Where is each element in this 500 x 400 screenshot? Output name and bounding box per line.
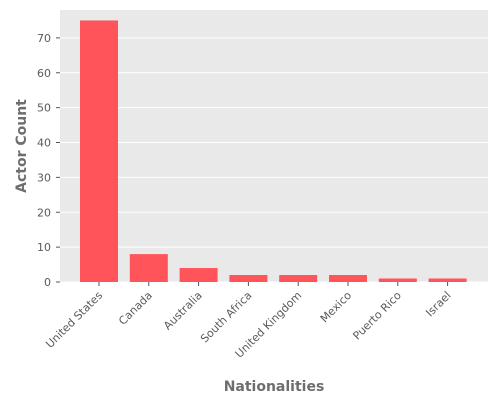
bar-puerto-rico — [379, 279, 417, 282]
y-tick-label: 10 — [37, 241, 51, 254]
x-tick-label: Australia — [161, 289, 205, 333]
x-tick-label: United States — [43, 289, 105, 351]
bar-united-states — [80, 20, 118, 282]
y-tick-label: 0 — [44, 276, 51, 289]
bar-israel — [429, 279, 467, 282]
bar-united-kingdom — [279, 275, 317, 282]
x-axis-title: Nationalities — [224, 379, 325, 395]
bar-south-africa — [229, 275, 267, 282]
y-tick-label: 20 — [37, 206, 51, 219]
y-axis-title: Actor Count — [14, 99, 30, 193]
y-tick-label: 30 — [37, 171, 51, 184]
bar-canada — [130, 254, 168, 282]
bar-mexico — [329, 275, 367, 282]
x-tick-label: Puerto Rico — [350, 289, 404, 343]
x-tick-label: Canada — [116, 289, 155, 328]
bar-australia — [180, 268, 218, 282]
y-axis-ticks: 0 10 20 30 40 50 60 70 — [37, 32, 60, 289]
y-tick-label: 60 — [37, 67, 51, 80]
y-tick-label: 70 — [37, 32, 51, 45]
y-tick-label: 50 — [37, 102, 51, 115]
x-tick-label: Mexico — [318, 289, 355, 326]
y-tick-label: 40 — [37, 137, 51, 150]
plot-area — [60, 10, 488, 282]
x-tick-label: Israel — [423, 289, 453, 319]
